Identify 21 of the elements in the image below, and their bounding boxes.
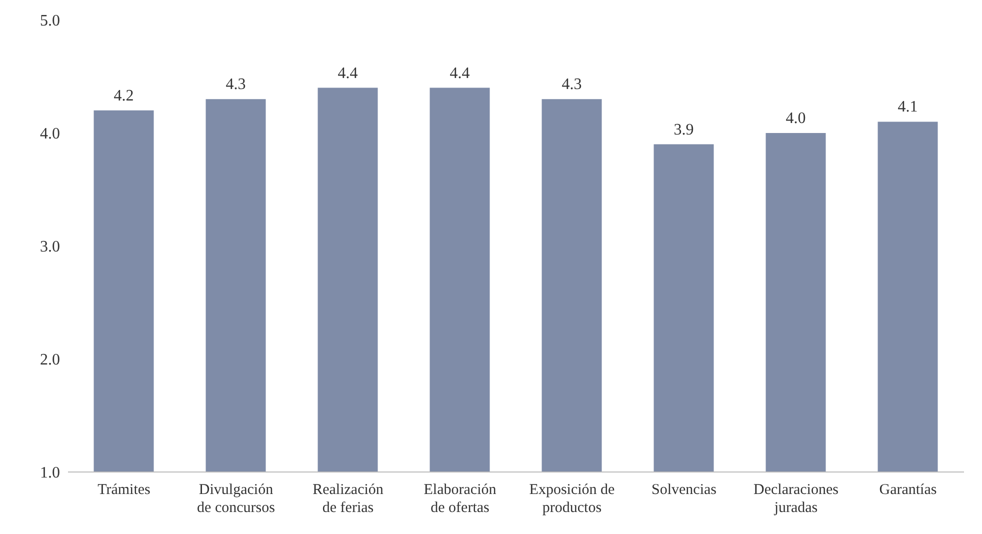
y-tick-label: 4.0 [40,126,60,143]
y-tick-label: 1.0 [40,464,60,482]
y-tick-label: 5.0 [40,12,60,30]
x-tick-label: Exposición de productos [529,482,616,516]
x-tick-label: Trámites [98,482,151,498]
data-label: 4.2 [114,87,134,104]
y-tick-label: 2.0 [40,352,60,369]
data-label: 4.3 [226,76,246,94]
x-tick-label: Realización de ferias [312,482,384,516]
data-label: 3.9 [674,121,694,138]
data-label: 4.0 [786,110,806,127]
data-label: 4.3 [562,76,582,94]
y-tick-label: 3.0 [40,238,60,256]
x-tick-label: Solvencias [652,482,717,498]
data-label: 4.1 [898,98,918,116]
x-tick-label: Declaraciones juradas [754,482,839,516]
x-tick-label: Garantías [879,482,937,498]
data-label: 4.4 [450,64,470,82]
data-label: 4.4 [338,64,358,82]
x-tick-label: Divulgación de concursos [197,482,276,516]
x-tick-label: Elaboración de ofertas [424,482,497,516]
